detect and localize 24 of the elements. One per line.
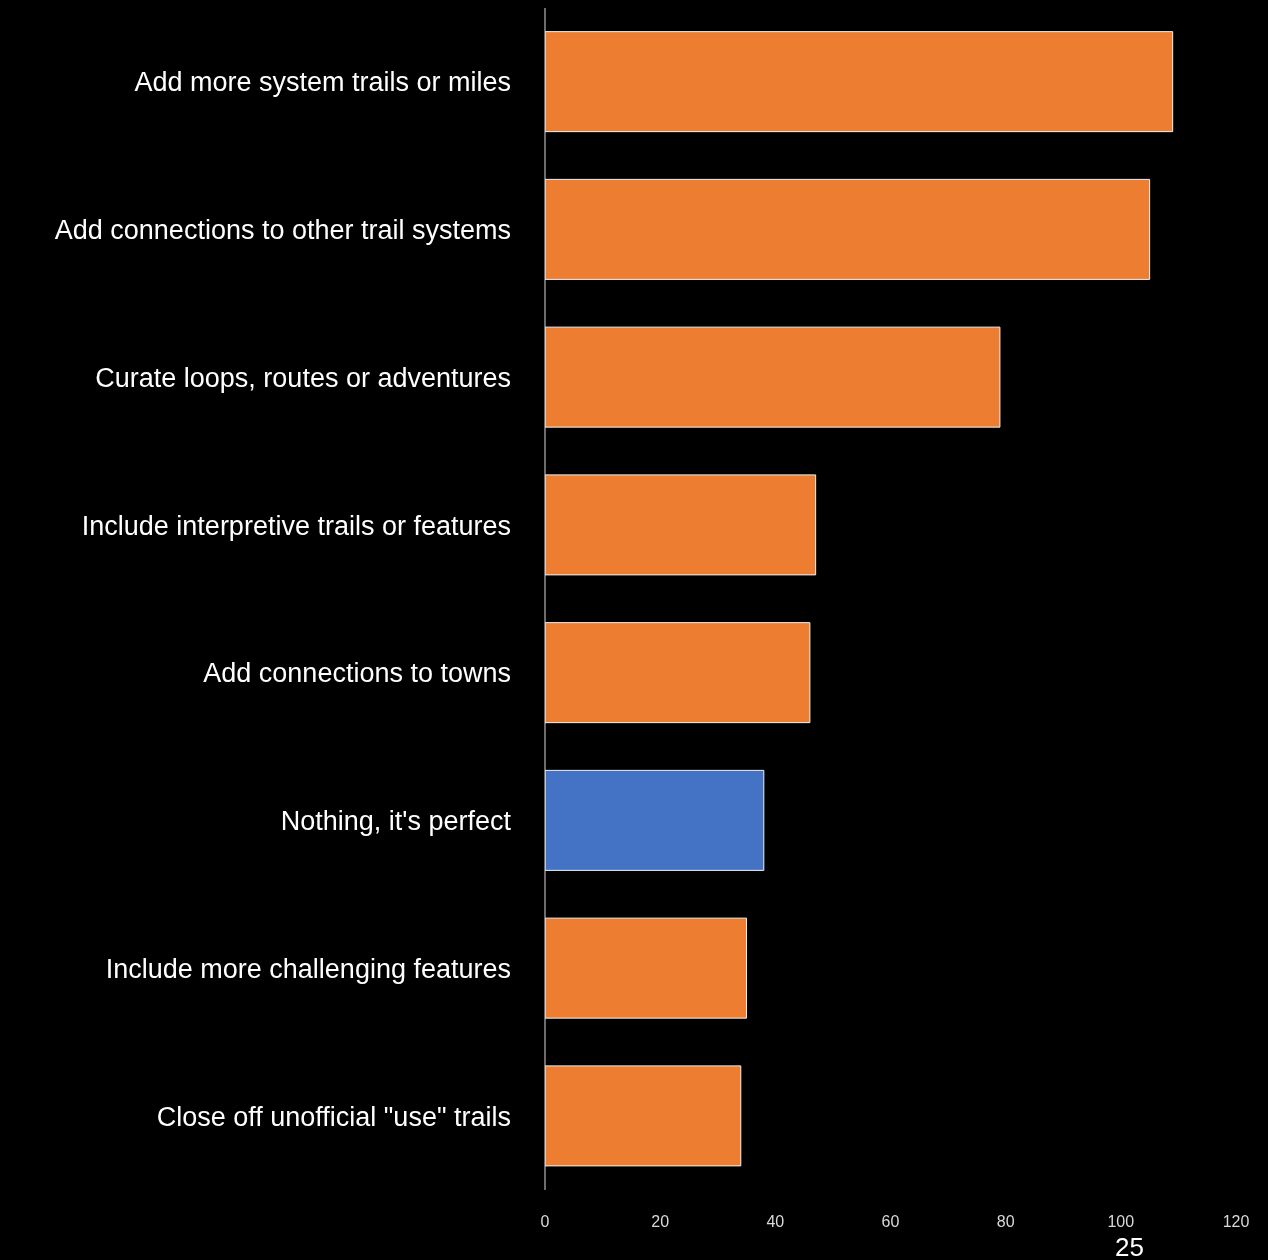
y-tick-label: Nothing, it's perfect [280,806,512,837]
y-tick-label: Curate loops, routes or adventures [95,362,511,393]
bar [545,769,765,871]
x-tick-label: 100 [1107,1213,1135,1231]
x-tick-label: 40 [766,1213,785,1231]
y-tick-label: Include more challenging features [105,953,511,984]
x-tick-label: 0 [540,1213,550,1231]
x-tick-label: 120 [1222,1213,1250,1231]
bar [545,178,1151,280]
y-tick-label: Include interpretive trails or features [81,510,511,541]
y-tick-label: Add connections to other trail systems [54,215,511,246]
bar [545,31,1174,133]
bar [545,622,811,724]
x-tick-label: 20 [651,1213,670,1231]
bar [545,917,748,1019]
y-tick-label: Add connections to towns [203,658,511,689]
bar [545,474,817,576]
text: 25 [1115,1232,1144,1260]
bar [545,326,1001,428]
x-tick-label: 80 [996,1213,1015,1231]
y-tick-label: Close off unofficial "use" trails [156,1101,511,1132]
y-tick-label: Add more system trails or miles [134,67,511,98]
x-tick-label: 60 [881,1213,900,1231]
bar [545,1065,742,1167]
